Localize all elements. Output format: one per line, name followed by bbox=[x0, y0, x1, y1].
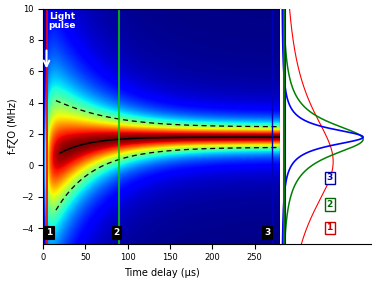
Text: 3: 3 bbox=[264, 228, 270, 237]
Text: 1: 1 bbox=[327, 223, 333, 233]
Text: 1: 1 bbox=[46, 228, 52, 237]
Text: 2: 2 bbox=[327, 200, 333, 209]
Text: 3: 3 bbox=[327, 173, 333, 182]
X-axis label: Time delay (μs): Time delay (μs) bbox=[124, 268, 200, 278]
Text: Light
pulse: Light pulse bbox=[49, 12, 76, 30]
Y-axis label: f-fⱿO (MHz): f-fⱿO (MHz) bbox=[8, 98, 18, 154]
Text: 2: 2 bbox=[113, 228, 120, 237]
